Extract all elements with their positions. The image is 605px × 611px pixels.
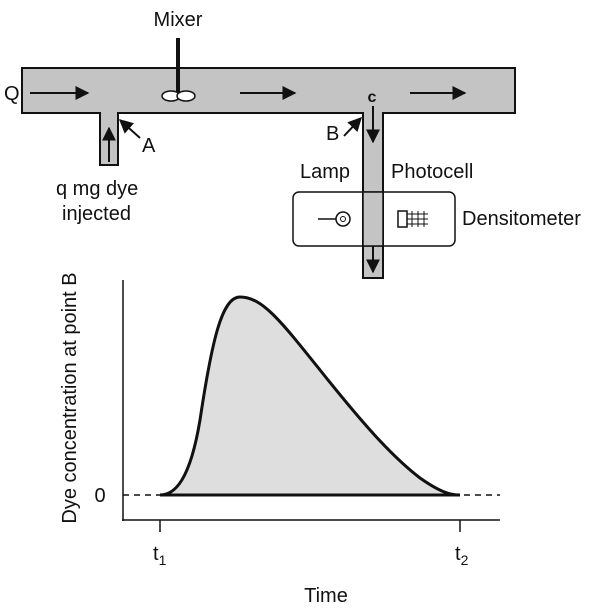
photocell-icon	[397, 210, 408, 228]
tube-in-box	[362, 191, 384, 247]
mixer-blade	[176, 90, 196, 102]
injection-label: q mg dye	[56, 178, 138, 200]
t1-sub: 1	[159, 552, 167, 568]
zero-label: 0	[94, 485, 105, 507]
lamp-icon	[340, 216, 346, 222]
t1-label: t1	[153, 543, 167, 568]
t1-base: t	[153, 543, 159, 565]
point-label: c	[368, 89, 377, 106]
densitometer-label: Densitometer	[462, 208, 581, 230]
pointer	[343, 116, 362, 137]
flow-label: Q	[4, 83, 20, 105]
point-label: B	[326, 123, 339, 145]
injection-label: injected	[62, 203, 131, 225]
pointer	[118, 119, 141, 139]
mixer-label: Mixer	[154, 9, 203, 31]
lamp-label: Lamp	[300, 161, 350, 183]
t2-label: t2	[455, 543, 469, 568]
point-label: A	[142, 135, 156, 157]
photocell-icon	[407, 211, 428, 227]
t2-base: t	[455, 543, 461, 565]
curve-area	[159, 295, 461, 497]
y-axis-label: Dye concentration at point B	[59, 272, 81, 523]
x-axis-label: Time	[304, 585, 348, 607]
t2-sub: 2	[461, 552, 469, 568]
photocell-label: Photocell	[391, 161, 473, 183]
lamp-icon	[335, 211, 351, 227]
